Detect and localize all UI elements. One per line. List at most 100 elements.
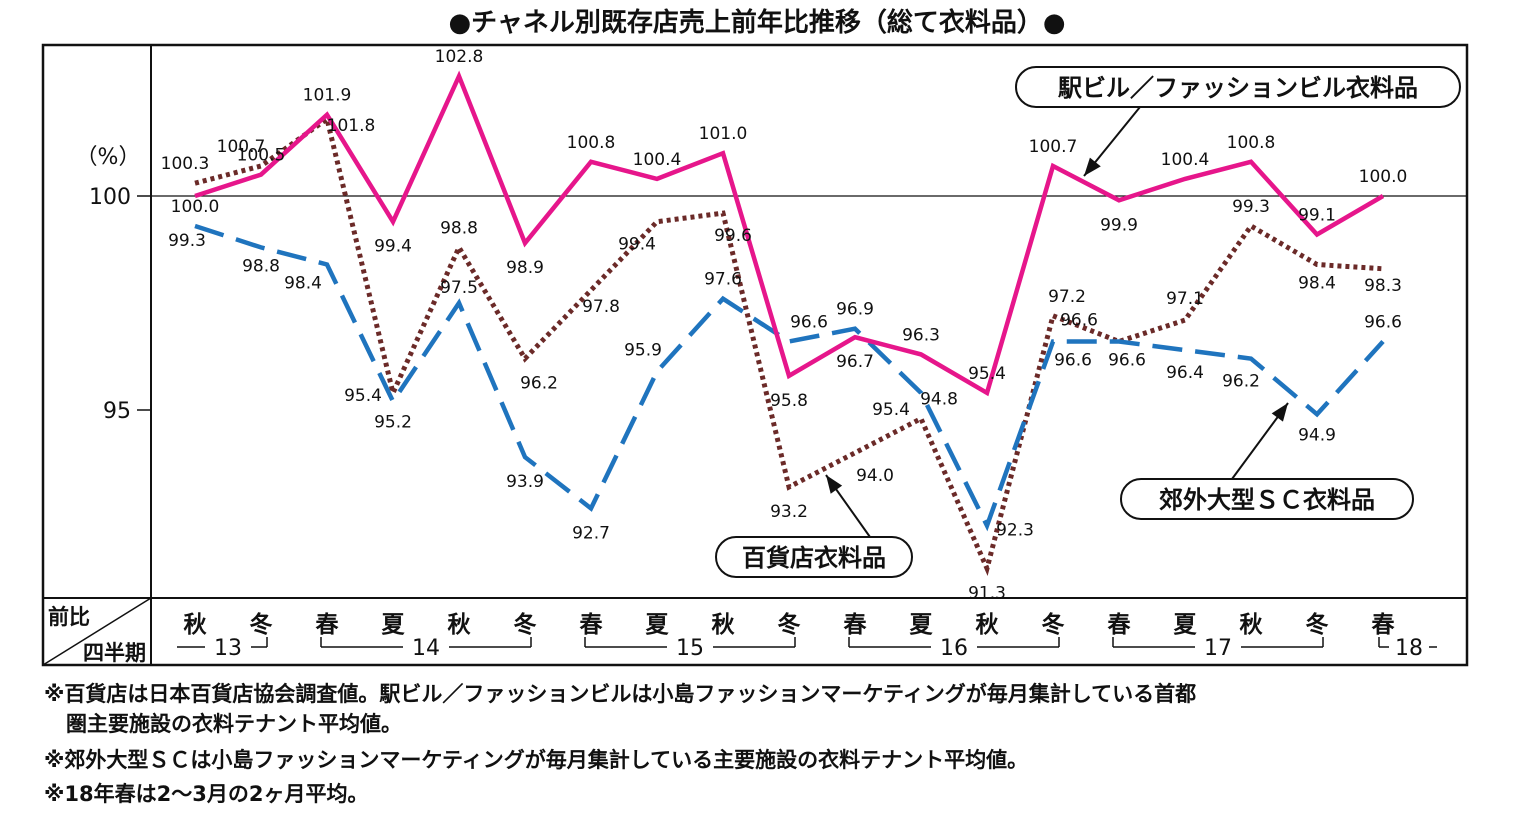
data-label-s1: 99.3 [1232,197,1270,217]
note-line-1: ※百貨店は日本百貨店協会調査値。駅ビル／ファッションビルは小島ファッションマーケ… [44,682,1197,706]
data-label-s2: 96.6 [1054,351,1092,371]
y-tick-label-95: 95 [103,399,131,424]
data-label-s1: 95.4 [344,386,382,406]
data-label-s0: 100.5 [237,146,286,166]
legend-callout-ekibiru-label: 駅ビル／ファッションビル衣料品 [1058,74,1418,102]
data-label-s0: 101.9 [303,86,352,106]
chart-title: ●チャネル別既存店売上前年比推移（総て衣料品）● [448,7,1065,38]
x-category-label: 秋 [976,612,1000,638]
data-label-s2: 92.3 [996,521,1034,541]
x-category-label: 秋 [1240,612,1264,638]
series-line-0 [194,70,1385,397]
legend-callout-department-store-box [715,536,913,578]
x-category-label: 夏 [382,612,406,638]
data-label-s1: 99.4 [618,235,656,255]
data-label-s0: 96.3 [902,325,940,345]
data-label-s2: 97.5 [440,278,478,298]
x-category-label: 春 [1107,612,1132,638]
legend-arrow-department-store-head [826,475,843,494]
corner-label-quarter-ratio: 前比 [48,605,90,629]
x-category-label: 夏 [910,612,934,638]
data-label-s2: 96.4 [1166,363,1204,383]
data-label-s1: 91.3 [968,583,1006,603]
data-label-s0: 99.9 [1100,215,1138,235]
data-label-s2: 95.2 [374,412,412,432]
data-label-s0: 99.1 [1298,206,1336,226]
legend-arrow-suburban-sc-head [1271,403,1288,422]
year-label-13: 13 [214,636,242,661]
data-label-s1: 96.2 [520,374,558,394]
data-label-s1: 96.6 [1060,311,1098,331]
note-line-4: ※18年春は2〜3月の2ヶ月平均。 [44,782,369,806]
x-category-label: 冬 [1306,611,1329,638]
legend-callout-suburban-sc-box [1120,478,1414,520]
x-category-label: 夏 [646,612,670,638]
x-category-label: 春 [315,612,340,638]
data-label-s2: 98.4 [284,273,322,293]
data-label-s1: 94.0 [856,466,894,486]
data-label-s1: 101.8 [327,116,376,136]
data-label-s0: 100.8 [567,133,616,153]
data-label-s2: 98.8 [242,256,280,276]
year-label-17: 17 [1204,636,1232,661]
data-label-s0: 100.4 [1161,150,1210,170]
data-label-s0: 102.8 [435,47,484,67]
data-label-s0: 101.0 [699,124,748,144]
data-label-s0: 100.0 [1359,167,1408,187]
year-label-16: 16 [940,636,968,661]
data-label-s2: 97.6 [704,270,742,290]
data-label-s2: 95.4 [872,400,910,420]
x-category-label: 秋 [184,612,208,638]
data-label-s0: 95.8 [770,391,808,411]
data-label-s1: 100.3 [161,154,210,174]
x-category-label: 夏 [1174,612,1198,638]
data-label-s1: 98.3 [1364,276,1402,296]
data-label-s2: 96.6 [1108,351,1146,371]
data-label-s2: 92.7 [572,523,610,543]
data-label-s0: 98.9 [506,258,544,278]
data-label-s2: 96.6 [1364,313,1402,333]
legend-arrow-ekibiru-head [1084,157,1101,176]
year-label-14: 14 [412,636,440,661]
data-label-s1: 99.6 [714,226,752,246]
x-category-label: 冬 [250,611,273,638]
data-label-s1: 98.8 [440,218,478,238]
legend-callout-ekibiru-box [1015,66,1461,108]
note-line-3: ※郊外大型ＳＣは小島ファッションマーケティングが毎月集計している主要施設の衣料テ… [44,748,1029,772]
data-label-s2: 99.3 [168,231,206,251]
x-category-label: 春 [843,612,868,638]
year-label-15: 15 [676,636,704,661]
x-category-label: 冬 [778,611,801,638]
x-category-label: 冬 [514,611,537,638]
data-label-s0: 100.7 [1029,137,1078,157]
x-category-label: 秋 [712,612,736,638]
note-line-2: 圏主要施設の衣料テナント平均値。 [66,712,402,736]
data-label-s1: 98.4 [1298,273,1336,293]
data-label-s1: 97.2 [1048,287,1086,307]
data-label-s1: 97.1 [1166,289,1204,309]
data-label-s1: 97.8 [582,297,620,317]
data-label-s2: 94.9 [1298,425,1336,445]
legend-callout-suburban-sc-label: 郊外大型ＳＣ衣料品 [1159,486,1375,514]
data-label-s1: 94.8 [920,390,958,410]
data-label-s1: 100.7 [217,137,266,157]
data-label-s2: 96.2 [1222,372,1260,392]
x-category-label: 春 [1371,612,1396,638]
data-label-s2: 96.9 [836,300,874,320]
legend-callout-department-store-label: 百貨店衣料品 [742,544,886,572]
x-category-label: 春 [579,612,604,638]
x-category-label: 冬 [1042,611,1065,638]
data-label-s0: 96.7 [836,352,874,372]
data-label-s2: 93.9 [506,472,544,492]
data-label-s0: 100.4 [633,150,682,170]
series-line-1 [194,114,1384,576]
data-label-s2: 95.9 [624,340,662,360]
x-category-label: 秋 [448,612,472,638]
y-tick-label-100: 100 [89,185,131,210]
chart-frame [41,43,1469,667]
corner-label-quarter: 四半期 [83,641,146,665]
year-label-18: 18 [1395,636,1423,661]
corner-diagonal [42,597,152,666]
y-axis-unit-label: （%） [76,145,141,170]
